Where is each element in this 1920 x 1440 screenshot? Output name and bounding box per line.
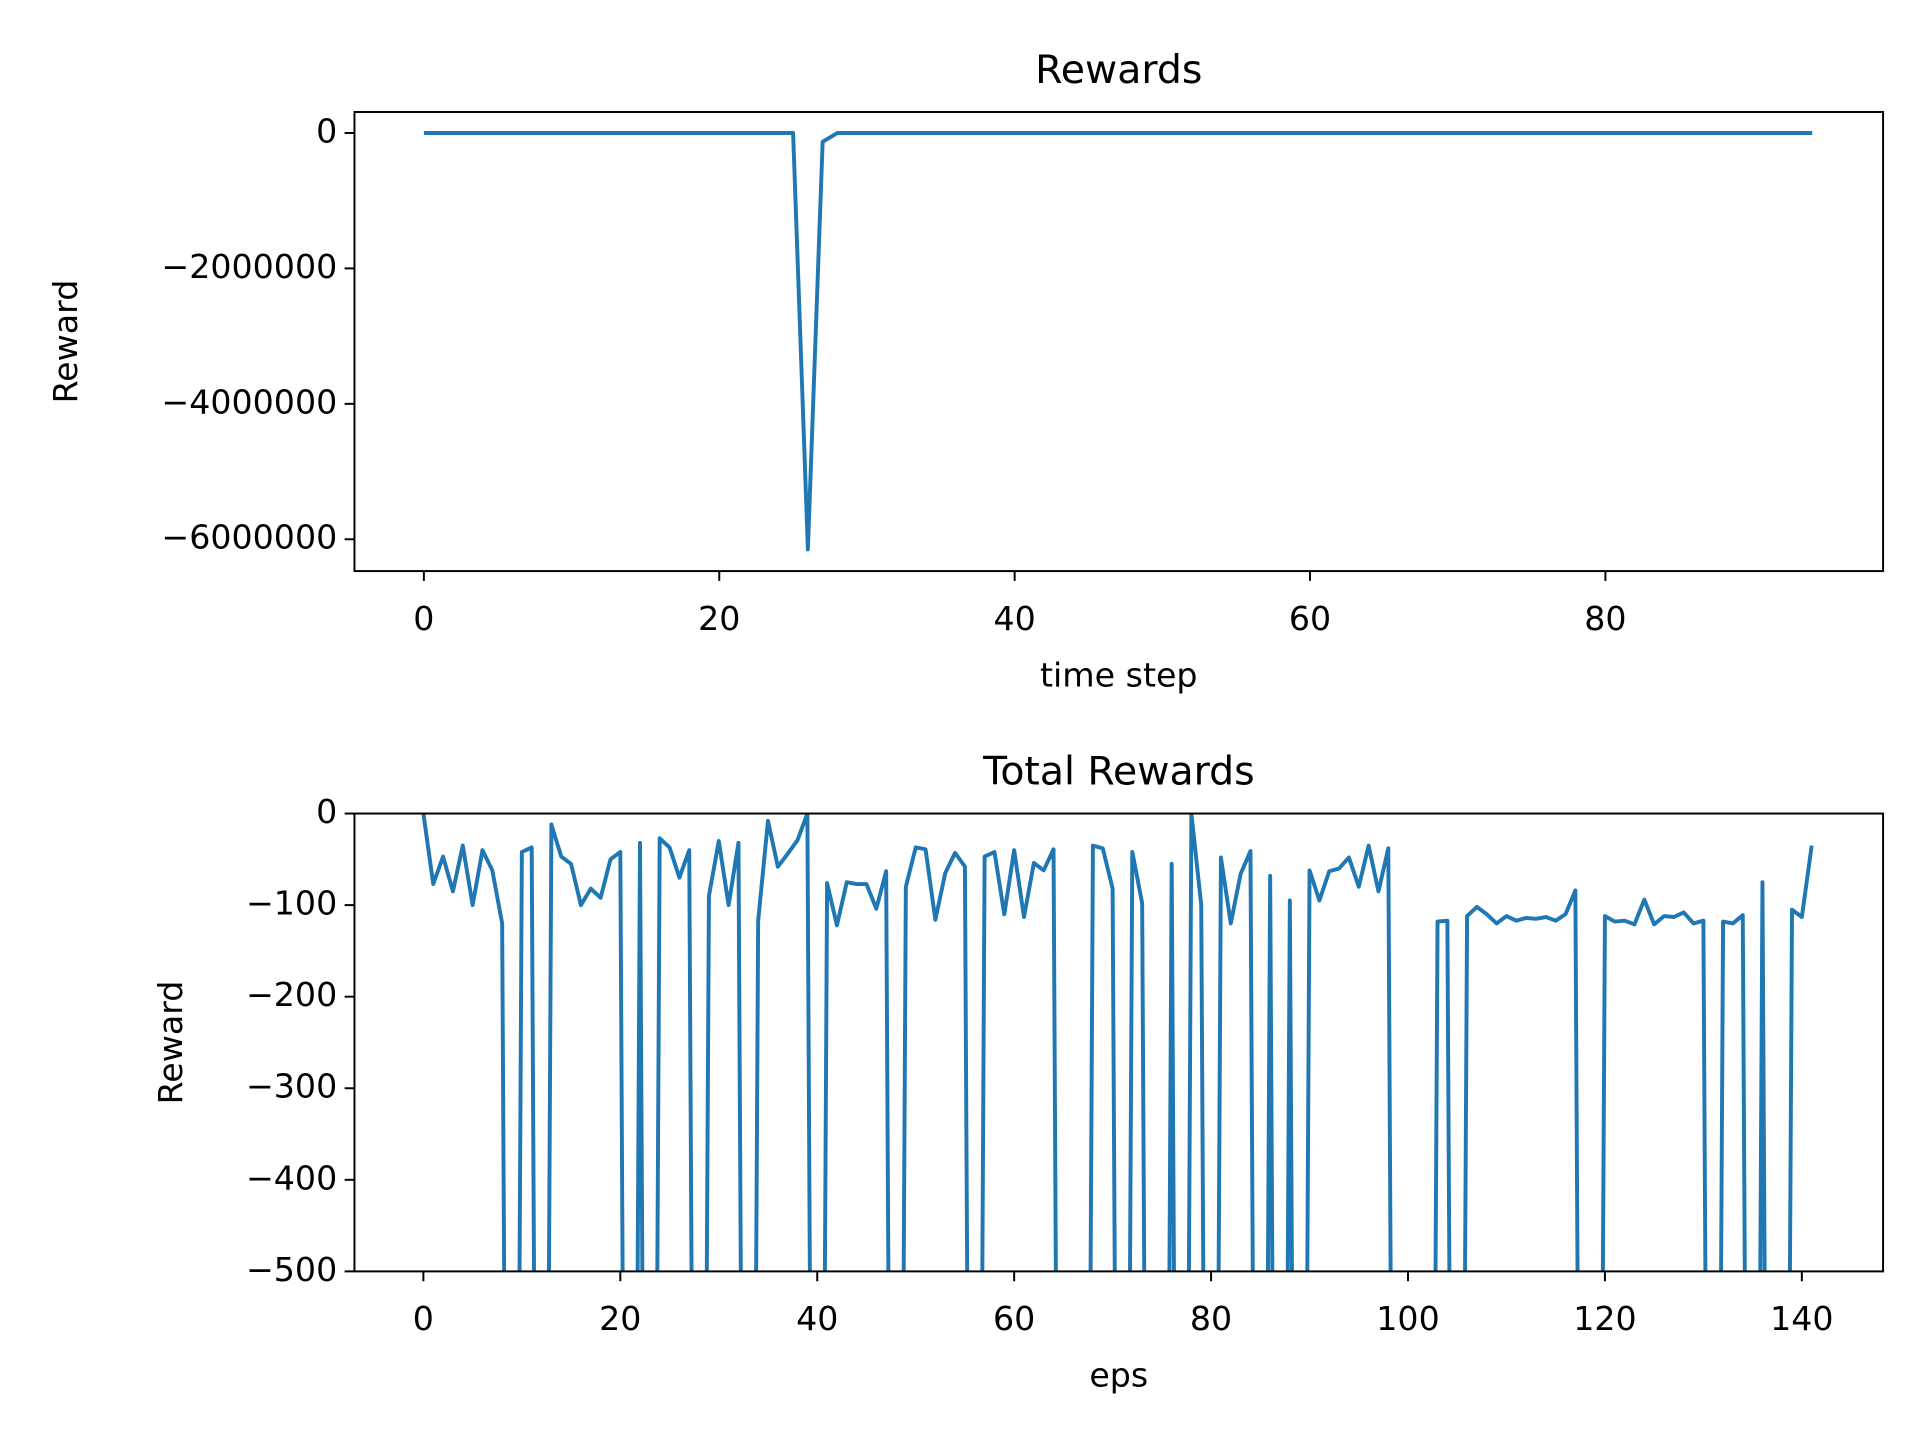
y-axis-label: Reward [46, 280, 85, 404]
chart-title: Rewards [1035, 47, 1202, 93]
chart-title: Total Rewards [982, 749, 1255, 795]
y-tick-label: 0 [316, 111, 337, 150]
y-tick-label: −300 [246, 1067, 337, 1106]
x-tick-label: 20 [698, 599, 740, 638]
y-tick-label: −6000000 [161, 518, 337, 557]
x-tick-label: 120 [1573, 1299, 1636, 1338]
x-tick-label: 60 [1289, 599, 1331, 638]
data-line [421, 813, 1814, 1272]
x-tick-label: 40 [796, 1299, 838, 1338]
y-tick-label: −2000000 [161, 247, 337, 286]
y-tick-label: −500 [246, 1250, 337, 1289]
y-tick-label: −400 [246, 1158, 337, 1197]
y-tick-label: −200 [246, 975, 337, 1014]
plot-frame [353, 812, 1885, 1273]
subplot: Rewards time step Reward 0 20 40 60 80 0 −2000000… [46, 47, 1885, 694]
x-tick-label: 40 [994, 599, 1036, 638]
x-axis-label: time step [1040, 655, 1197, 694]
x-tick-label: 100 [1376, 1299, 1439, 1338]
x-tick-label: 20 [599, 1299, 641, 1338]
x-tick-label: 140 [1770, 1299, 1833, 1338]
x-tick-label: 0 [413, 599, 434, 638]
plot-frame [353, 111, 1885, 573]
y-tick-label: −100 [246, 884, 337, 923]
x-tick-label: 60 [993, 1299, 1035, 1338]
y-axis-label: Reward [151, 981, 190, 1105]
x-tick-label: 80 [1190, 1299, 1232, 1338]
x-tick-label: 0 [413, 1299, 434, 1338]
x-tick-label: 80 [1584, 599, 1626, 638]
subplot: Total Rewards eps Reward 0 20 40 60 80 100 120 140… [151, 749, 1885, 1395]
x-axis-label: eps [1089, 1356, 1148, 1395]
y-tick-label: −4000000 [161, 382, 337, 421]
y-tick-label: 0 [316, 792, 337, 831]
data-line [423, 131, 1813, 552]
